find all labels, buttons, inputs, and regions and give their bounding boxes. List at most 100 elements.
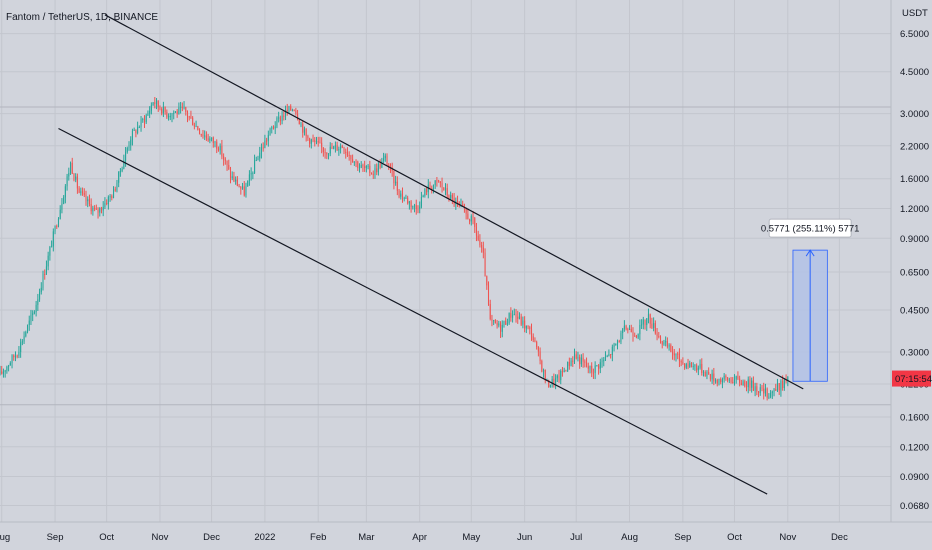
grid (0, 0, 891, 522)
candle-body (694, 365, 696, 367)
candle-body (517, 316, 519, 319)
candle-body (219, 145, 221, 151)
y-tick-label: 0.4500 (900, 305, 929, 316)
candle-body (126, 148, 128, 152)
candle-body (543, 369, 545, 372)
candle-body (252, 172, 254, 174)
candle-body (47, 255, 49, 267)
candle-body (539, 351, 541, 361)
candle-body (104, 203, 106, 207)
candle-body (594, 365, 596, 373)
candle-body (226, 160, 228, 166)
candle-body (758, 391, 760, 394)
candle-body (250, 173, 252, 175)
candle-body (149, 110, 151, 114)
candle-body (75, 176, 77, 180)
candle-body (744, 381, 746, 387)
candle-body (756, 386, 758, 392)
candle-body (288, 106, 290, 112)
candle-body (661, 340, 663, 345)
candle-body (470, 216, 472, 222)
candle-body (51, 246, 53, 248)
candle-body (152, 102, 154, 106)
candle-body (71, 162, 73, 174)
candle-body (420, 197, 422, 207)
candle-body (25, 332, 27, 337)
candle-body (649, 314, 651, 324)
candle-body (684, 363, 686, 368)
y-tick-label: 0.9000 (900, 234, 929, 245)
candle-body (204, 135, 206, 137)
candle-body (567, 361, 569, 372)
trendlines[interactable] (58, 14, 804, 495)
candle-body (346, 152, 348, 156)
candle-body (56, 225, 58, 227)
candle-body (272, 127, 275, 129)
candle-body (410, 201, 412, 207)
candle-body (639, 324, 641, 335)
candle-body (749, 379, 751, 388)
candle-body (561, 370, 563, 373)
candle-body (575, 354, 577, 359)
candle-body (487, 285, 490, 305)
candle-body (211, 137, 213, 139)
candle-body (200, 134, 202, 136)
candle-body (174, 111, 176, 113)
candle-body (109, 196, 111, 198)
candle-body (775, 389, 777, 391)
candle-body (603, 360, 605, 362)
candle-body (135, 129, 137, 134)
candle-body (176, 111, 178, 114)
currency-label: USDT (902, 8, 928, 19)
candle-body (627, 329, 629, 331)
price-range-measure[interactable]: 0.5771 (255.11%) 5771 (761, 218, 860, 382)
candle-body (52, 231, 54, 247)
candle-body (754, 386, 756, 391)
candle-body (112, 189, 115, 199)
candle-body (785, 379, 787, 381)
candle-body (107, 196, 109, 205)
candle-body (216, 141, 218, 149)
x-tick-label: Apr (412, 532, 427, 543)
measure-label: 0.5771 (255.11%) 5771 (761, 224, 860, 235)
candle-body (444, 188, 447, 191)
candle-body (396, 181, 398, 191)
candle-body (730, 379, 732, 383)
candle-body (221, 145, 223, 157)
candle-body (548, 380, 550, 387)
candle-body (14, 355, 17, 358)
candle-body (166, 112, 168, 118)
candle-body (97, 209, 99, 213)
candle-body (419, 206, 421, 210)
candle-body (632, 332, 634, 336)
candle-body (689, 362, 691, 367)
candle-body (310, 139, 312, 144)
candle-body (181, 106, 183, 108)
candle-body (665, 341, 667, 343)
candle-body (32, 313, 34, 315)
candle-body (431, 188, 433, 190)
candle-body (231, 176, 233, 178)
candle-body (123, 160, 125, 169)
y-tick-label: 2.2000 (900, 141, 929, 152)
candle-body (54, 225, 56, 232)
candle-body (570, 360, 572, 366)
candle-body (426, 189, 428, 193)
candle-body (702, 372, 705, 374)
candle-body (500, 323, 502, 332)
candle-body (501, 325, 503, 332)
candle-body (44, 273, 46, 275)
candle-body (358, 167, 361, 169)
candle-body (171, 113, 173, 117)
candle-body (697, 367, 699, 371)
candle-body (675, 353, 677, 356)
candle-body (599, 362, 601, 369)
candle-body (508, 313, 510, 324)
candle-body (284, 109, 287, 117)
x-tick-label: Mar (358, 532, 374, 543)
time-axis[interactable]: Aug Sep Oct Nov Dec 2022 Feb Mar Apr May Jun Jul Aug… (0, 532, 848, 543)
candle-body (297, 113, 299, 120)
candle-body (283, 115, 285, 117)
